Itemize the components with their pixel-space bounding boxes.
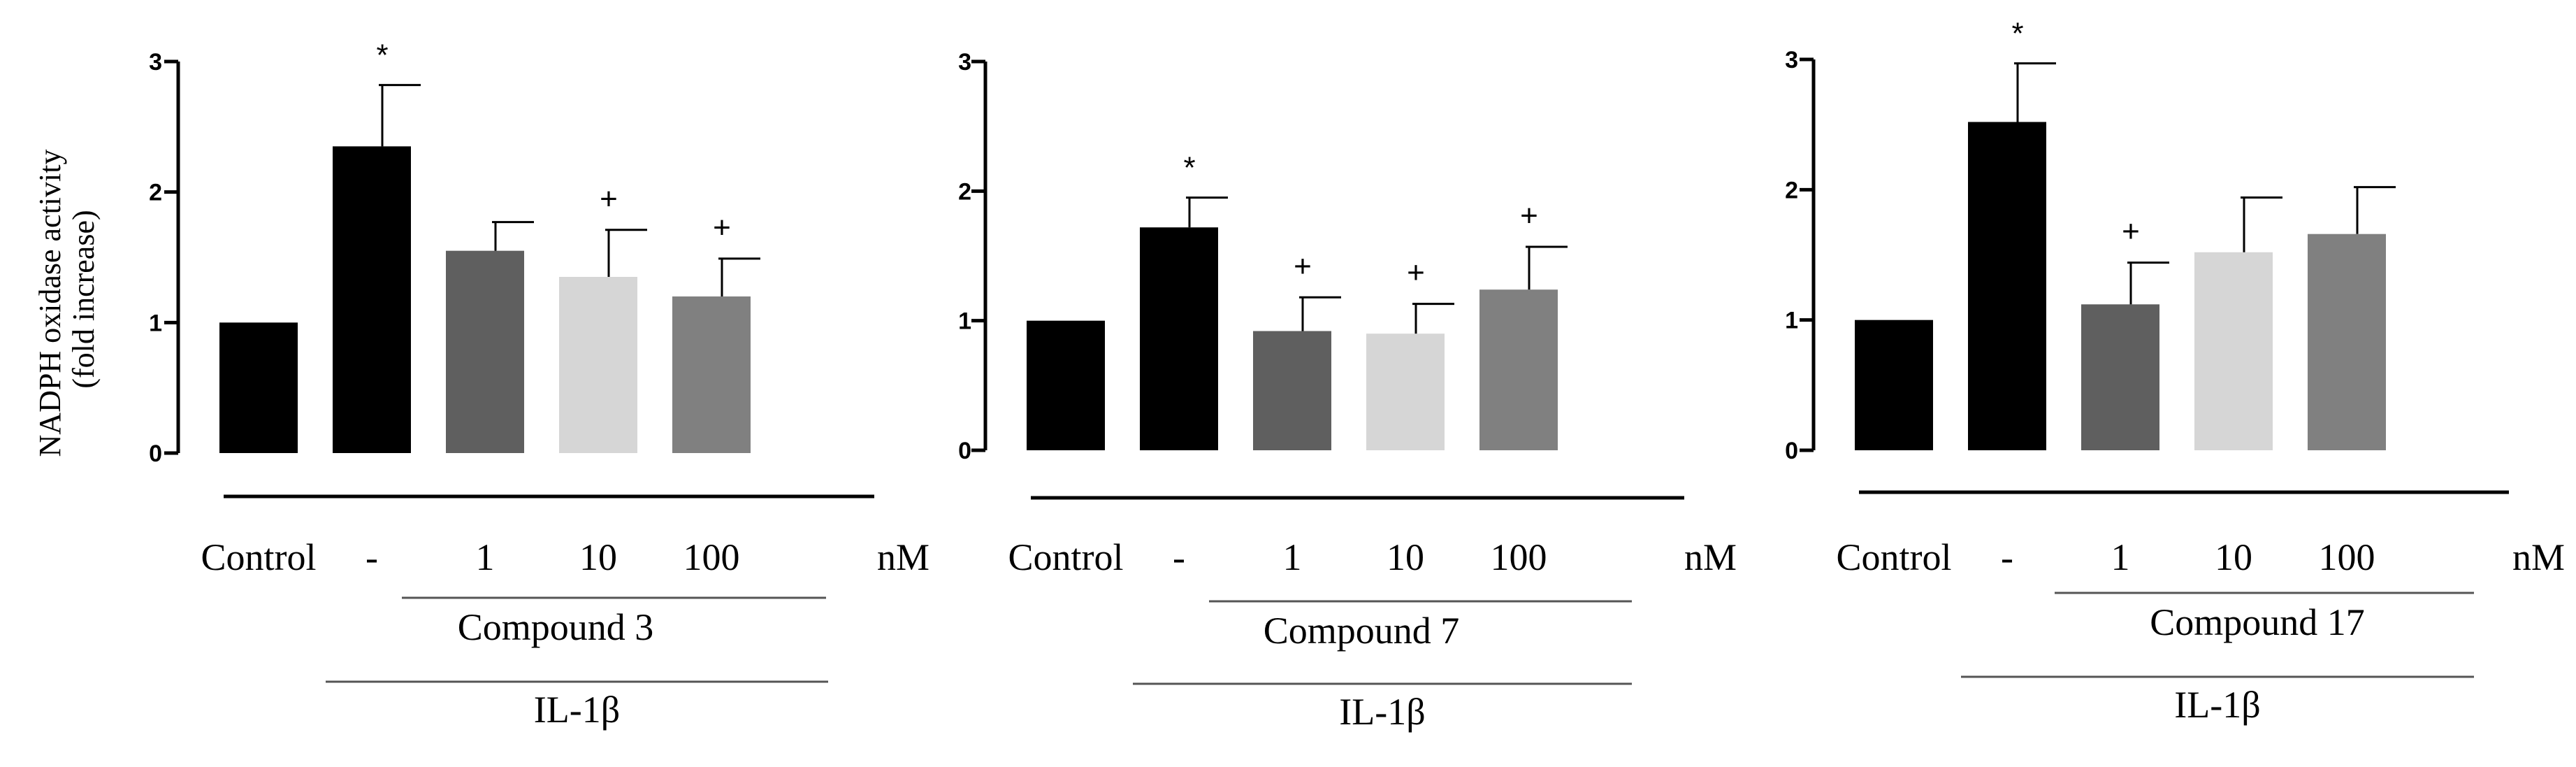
unit-label: nM (2512, 536, 2565, 578)
category-label: - (2001, 536, 2013, 578)
y-tick-label: 3 (149, 49, 162, 76)
category-label: 1 (2111, 536, 2130, 578)
treatment-label: IL-1β (2174, 684, 2260, 726)
category-label: - (1173, 536, 1185, 578)
compound-label: Compound 3 (458, 606, 654, 648)
significance-mark: + (1520, 199, 1538, 233)
y-tick-label: 0 (149, 440, 162, 467)
y-axis-label-line1: NADPH oxidase activity (33, 150, 67, 457)
bar (559, 277, 637, 453)
compound-label: Compound 7 (1264, 610, 1460, 652)
category-label: 10 (2215, 536, 2252, 578)
significance-mark: + (2122, 215, 2140, 249)
y-tick-label: 1 (958, 308, 971, 335)
bar (1027, 320, 1105, 450)
bar (2081, 304, 2159, 450)
bar (1140, 227, 1218, 450)
category-label: 1 (1283, 536, 1302, 578)
category-label: 100 (2319, 536, 2375, 578)
category-label: 10 (1387, 536, 1424, 578)
category-label: 100 (1491, 536, 1547, 578)
bar (219, 322, 298, 453)
bar (1366, 334, 1445, 450)
chart-panel-3: 0 1 2 3 Control * - +1 10 100 nM Compound 17 IL-1β (1785, 17, 2565, 726)
significance-mark: * (2011, 17, 2023, 51)
bar (2194, 252, 2273, 450)
significance-mark: * (376, 38, 388, 73)
y-tick-label: 2 (149, 180, 162, 206)
significance-mark: + (713, 210, 731, 245)
chart-panel-1: 0 1 2 3 Control * - 1 +10 +100 nM Compound 3 IL-1β (149, 38, 929, 731)
y-tick-label: 3 (1785, 47, 1798, 73)
category-label: 100 (683, 536, 740, 578)
significance-mark: + (1294, 249, 1312, 283)
y-tick-label: 3 (958, 49, 971, 76)
treatment-label: IL-1β (1339, 691, 1425, 733)
category-label: Control (201, 536, 316, 578)
y-tick-label: 0 (958, 438, 971, 464)
y-tick-label: 1 (149, 310, 162, 336)
bar (672, 296, 751, 453)
chart-panel-2: 0 1 2 3 Control * - +1 +10 +100 nM Compound 7 IL-1β (958, 49, 1737, 733)
y-axis-label: NADPH oxidase activity (fold increase) (33, 142, 101, 457)
significance-mark: + (1407, 256, 1425, 290)
category-label: 10 (579, 536, 617, 578)
significance-mark: * (1183, 151, 1195, 185)
unit-label: nM (1684, 536, 1737, 578)
bar (2308, 234, 2386, 450)
bar (1479, 289, 1558, 450)
bar (446, 250, 524, 453)
bar (1855, 320, 1933, 450)
y-tick-label: 2 (1785, 177, 1798, 203)
category-label: Control (1008, 536, 1123, 578)
bar (1253, 331, 1331, 450)
significance-mark: + (600, 182, 618, 216)
bar (333, 146, 411, 454)
unit-label: nM (877, 536, 929, 578)
bar (1968, 122, 2046, 450)
y-axis-label-line2: (fold increase) (66, 210, 101, 388)
category-label: - (366, 536, 378, 578)
category-label: Control (1836, 536, 1951, 578)
category-label: 1 (476, 536, 495, 578)
treatment-label: IL-1β (534, 689, 620, 731)
y-tick-label: 2 (958, 178, 971, 205)
compound-label: Compound 17 (2150, 601, 2365, 643)
y-tick-label: 1 (1785, 308, 1798, 334)
y-tick-label: 0 (1785, 438, 1798, 464)
